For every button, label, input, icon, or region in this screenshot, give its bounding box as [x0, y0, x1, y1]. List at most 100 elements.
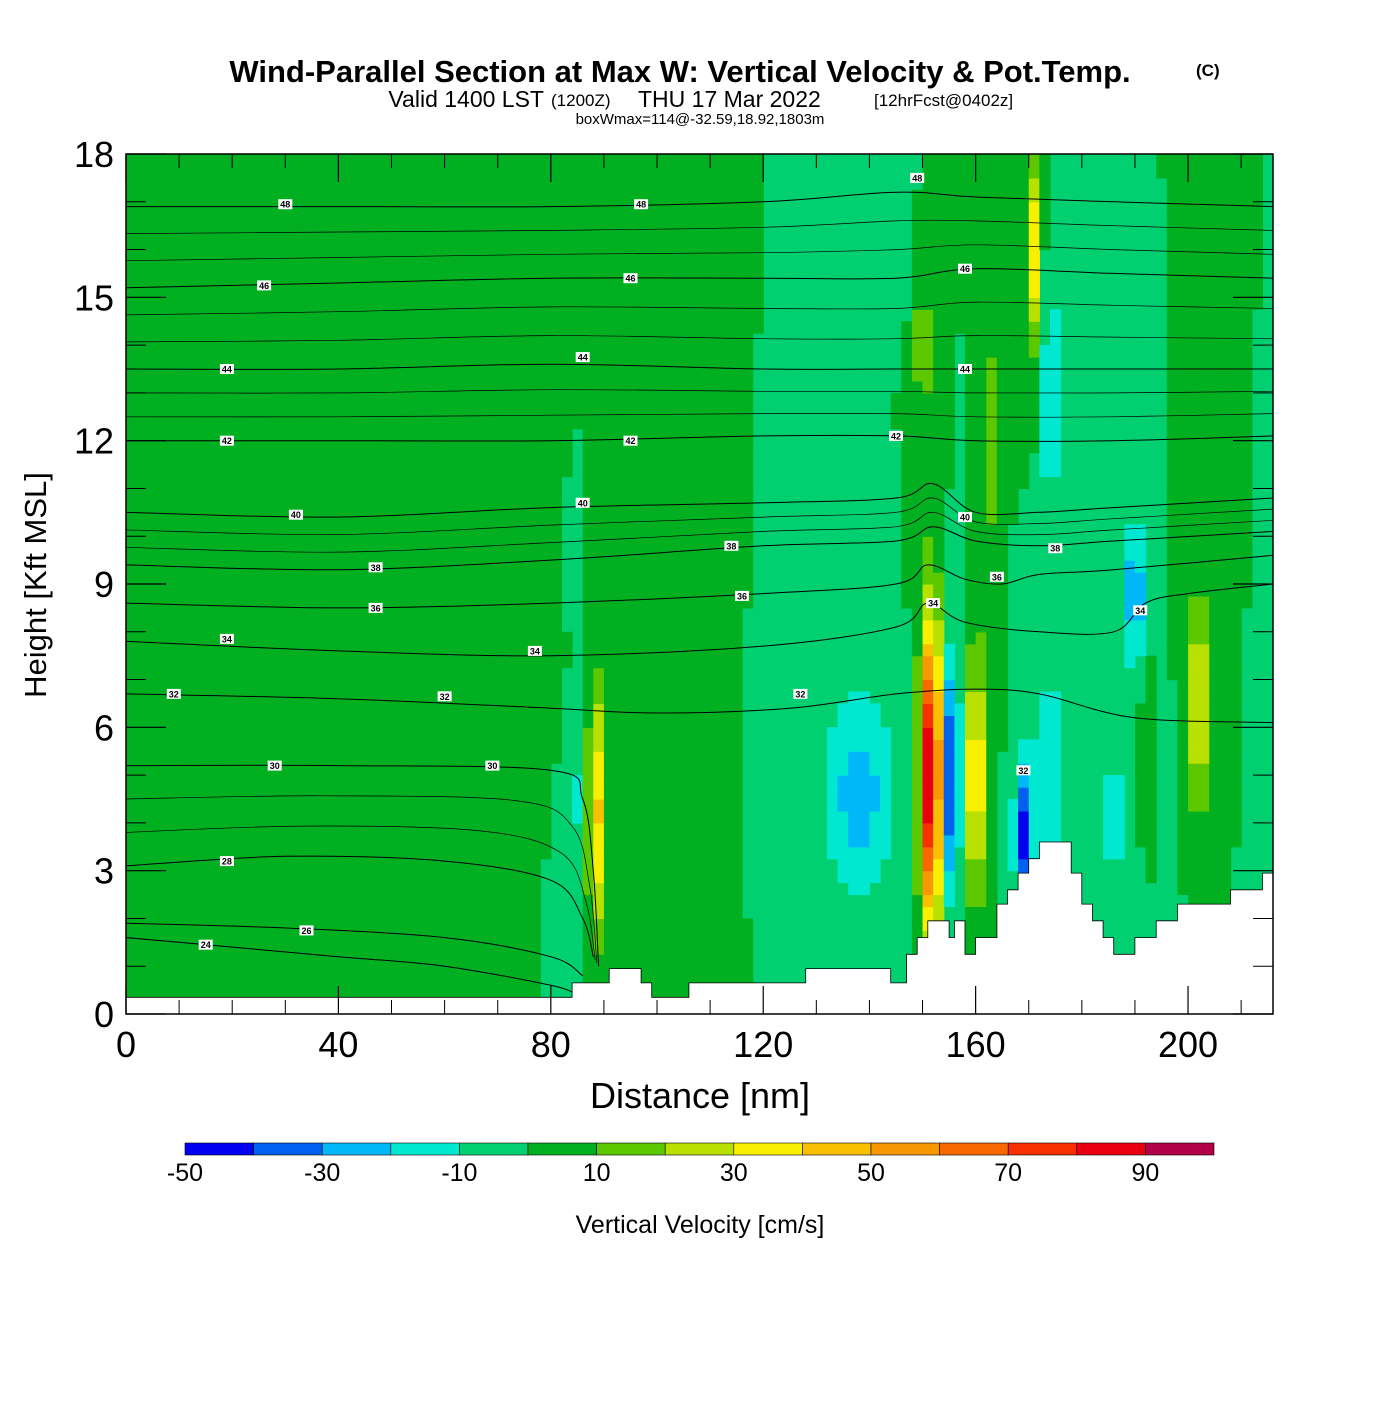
w-cell [157, 476, 170, 490]
w-cell [635, 309, 647, 322]
w-cell [487, 930, 499, 943]
w-cell [603, 834, 616, 848]
w-cell [1177, 392, 1189, 406]
w-cell [210, 595, 223, 609]
w-cell [614, 810, 626, 824]
w-cell [402, 584, 414, 597]
w-cell [996, 273, 1009, 286]
w-cell [1219, 584, 1232, 597]
w-cell [1049, 440, 1062, 454]
w-cell [423, 870, 435, 884]
w-cell [497, 763, 509, 776]
w-cell [1166, 440, 1179, 454]
w-cell [614, 524, 626, 537]
w-cell [274, 380, 286, 394]
w-cell [444, 380, 456, 394]
w-cell [253, 942, 265, 955]
w-cell [487, 715, 499, 728]
w-cell [646, 619, 658, 633]
w-cell [550, 595, 563, 609]
w-cell [232, 548, 244, 561]
w-cell [200, 249, 212, 263]
w-cell [540, 810, 552, 824]
w-cell [996, 536, 1009, 549]
w-cell [667, 954, 679, 967]
w-cell [455, 285, 467, 298]
w-cell [954, 799, 966, 812]
w-cell [317, 787, 329, 800]
w-cell [996, 392, 1009, 406]
w-cell [232, 261, 244, 275]
w-cell [349, 536, 361, 549]
w-cell [625, 655, 637, 669]
w-cell [720, 560, 732, 573]
w-cell [911, 631, 924, 645]
w-cell [699, 285, 711, 298]
w-cell [317, 822, 329, 836]
w-cell [582, 691, 594, 705]
w-cell [349, 607, 361, 621]
w-cell [210, 870, 223, 884]
w-cell [232, 584, 244, 597]
w-cell [1209, 560, 1221, 573]
w-cell [996, 428, 1009, 442]
w-cell [518, 715, 531, 728]
w-cell [922, 822, 934, 836]
w-cell [1166, 512, 1179, 525]
w-cell [1219, 333, 1232, 346]
w-cell [710, 392, 722, 406]
w-cell [1145, 703, 1157, 716]
w-cell [657, 428, 669, 442]
w-cell [1198, 321, 1210, 334]
w-cell [391, 536, 403, 549]
w-cell [455, 452, 467, 466]
w-cell [295, 619, 308, 633]
w-cell [380, 715, 393, 728]
w-cell [487, 404, 499, 418]
w-cell [221, 476, 233, 490]
w-cell [444, 345, 456, 358]
w-cell [1124, 536, 1136, 549]
w-cell [253, 751, 265, 764]
w-cell [487, 655, 499, 669]
w-cell [1028, 273, 1040, 286]
w-cell [657, 691, 669, 705]
w-cell [391, 978, 403, 991]
w-cell [433, 572, 446, 585]
w-cell [1166, 607, 1179, 621]
w-cell [157, 297, 170, 310]
w-cell [635, 500, 647, 513]
w-cell [221, 775, 233, 788]
w-cell [285, 500, 297, 513]
w-cell [157, 882, 170, 896]
w-cell [1134, 536, 1147, 549]
w-cell [274, 464, 286, 478]
w-cell [295, 321, 308, 334]
w-cell [497, 787, 509, 800]
w-cell [1219, 237, 1232, 251]
w-cell [529, 249, 541, 263]
w-cell [242, 810, 255, 824]
w-cell [157, 249, 170, 263]
w-cell [285, 954, 297, 967]
w-cell [179, 834, 191, 848]
w-cell [911, 321, 924, 334]
w-cell [943, 249, 955, 263]
w-cell [253, 966, 265, 979]
w-cell [200, 631, 212, 645]
w-cell [678, 476, 690, 490]
w-cell [1103, 775, 1115, 788]
w-cell [1230, 440, 1242, 454]
w-cell [540, 691, 552, 705]
w-cell [497, 739, 509, 752]
w-cell [699, 548, 711, 561]
w-cell [136, 894, 148, 908]
w-cell [465, 237, 478, 251]
w-cell [1188, 392, 1200, 406]
w-cell [1198, 667, 1210, 681]
w-cell [380, 345, 393, 358]
w-cell [1166, 404, 1179, 418]
w-cell [518, 643, 531, 657]
w-cell [975, 810, 987, 824]
w-cell [911, 548, 924, 561]
